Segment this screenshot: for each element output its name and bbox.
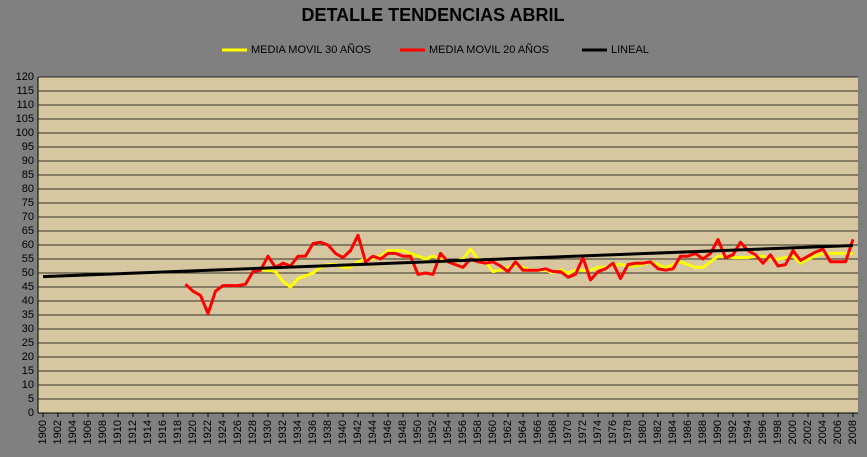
- x-tick-label: 1998: [772, 420, 784, 444]
- y-tick-label: 70: [22, 211, 34, 223]
- y-tick-label: 90: [22, 155, 34, 167]
- x-tick-label: 1944: [367, 420, 379, 444]
- x-tick-label: 1902: [52, 420, 64, 444]
- x-tick-label: 2006: [832, 420, 844, 444]
- series-line: [184, 233, 855, 316]
- x-tick-label: 1974: [592, 420, 604, 444]
- y-tick-label: 20: [22, 351, 34, 363]
- x-tick-label: 2000: [787, 420, 799, 444]
- x-tick-label: 1926: [232, 420, 244, 444]
- x-tick-label: 1912: [127, 420, 139, 444]
- y-tick-label: 25: [22, 337, 34, 349]
- y-tick-label: 75: [22, 197, 34, 209]
- x-tick-label: 1932: [277, 420, 289, 444]
- x-tick-label: 1924: [217, 420, 229, 444]
- x-tick-label: 1992: [727, 420, 739, 444]
- legend: MEDIA MOVIL 30 AÑOS MEDIA MOVIL 20 AÑOS LI…: [222, 43, 649, 56]
- y-tick-label: 15: [22, 365, 34, 377]
- x-tick-label: 1946: [382, 420, 394, 444]
- x-tick-label: 1966: [532, 420, 544, 444]
- x-tick-label: 1990: [712, 420, 724, 444]
- x-tick-label: 1904: [67, 420, 79, 444]
- y-tick-label: 60: [22, 239, 34, 251]
- x-tick-label: 1960: [487, 420, 499, 444]
- y-tick-label: 5: [28, 393, 34, 405]
- y-tick-label: 95: [22, 141, 34, 153]
- x-tick-label: 1934: [292, 420, 304, 444]
- x-tick-label: 1978: [622, 420, 634, 444]
- y-tick-label: 110: [16, 99, 34, 111]
- x-tick-label: 1908: [97, 420, 109, 444]
- y-tick-label: 35: [22, 309, 34, 321]
- series-line: [42, 244, 854, 279]
- x-tick-label: 1970: [562, 420, 574, 444]
- x-tick-label: 1964: [517, 420, 529, 444]
- x-tick-label: 1906: [82, 420, 94, 444]
- x-tick-label: 1968: [547, 420, 559, 444]
- x-tick-label: 1922: [202, 420, 214, 444]
- x-tick-label: 1950: [412, 420, 424, 444]
- x-tick-label: 1948: [397, 420, 409, 444]
- x-tick-label: 1962: [502, 420, 514, 444]
- x-tick-label: 1980: [637, 420, 649, 444]
- x-tick-label: 1952: [427, 420, 439, 444]
- x-tick-label: 1936: [307, 420, 319, 444]
- y-tick-label: 55: [22, 253, 34, 265]
- x-tick-label: 2002: [802, 420, 814, 444]
- x-tick-label: 1982: [652, 420, 664, 444]
- x-tick-label: 1916: [157, 420, 169, 444]
- x-tick-label: 1988: [697, 420, 709, 444]
- x-tick-label: 1900: [37, 420, 49, 444]
- x-tick-label: 1996: [757, 420, 769, 444]
- x-tick-label: 1986: [682, 420, 694, 444]
- y-tick-label: 100: [16, 127, 34, 139]
- y-tick-label: 65: [22, 225, 34, 237]
- y-tick-label: 10: [22, 379, 34, 391]
- x-tick-label: 1984: [667, 420, 679, 444]
- y-tick-label: 30: [22, 323, 34, 335]
- y-tick-label: 80: [22, 183, 34, 195]
- x-tick-label: 1930: [262, 420, 274, 444]
- x-tick-label: 1910: [112, 420, 124, 444]
- y-tick-label: 120: [16, 71, 34, 83]
- legend-label: MEDIA MOVIL 20 AÑOS: [429, 43, 549, 56]
- y-tick-label: 45: [22, 281, 34, 293]
- x-tick-label: 1954: [442, 420, 454, 444]
- x-tick-label: 1942: [352, 420, 364, 444]
- x-tick-label: 1918: [172, 420, 184, 444]
- x-tick-label: 1972: [577, 420, 589, 444]
- x-tick-label: 1994: [742, 420, 754, 444]
- y-tick-label: 85: [22, 169, 34, 181]
- x-tick-label: 1940: [337, 420, 349, 444]
- x-tick-label: 1920: [187, 420, 199, 444]
- y-tick-label: 0: [28, 407, 34, 419]
- y-tick-label: 40: [22, 295, 34, 307]
- y-tick-label: 105: [16, 113, 34, 125]
- y-tick-label: 115: [16, 85, 34, 97]
- x-tick-label: 1956: [457, 420, 469, 444]
- legend-label: MEDIA MOVIL 30 AÑOS: [251, 43, 371, 56]
- x-tick-label: 2004: [817, 420, 829, 444]
- x-tick-label: 1938: [322, 420, 334, 444]
- x-tick-label: 1928: [247, 420, 259, 444]
- x-tick-label: 1958: [472, 420, 484, 444]
- chart-title: DETALLE TENDENCIAS ABRIL: [302, 5, 565, 25]
- x-tick-label: 1914: [142, 420, 154, 444]
- x-tick-label: 2008: [847, 420, 859, 444]
- legend-label: LINEAL: [611, 44, 649, 56]
- x-tick-label: 1976: [607, 420, 619, 444]
- y-tick-label: 50: [22, 267, 34, 279]
